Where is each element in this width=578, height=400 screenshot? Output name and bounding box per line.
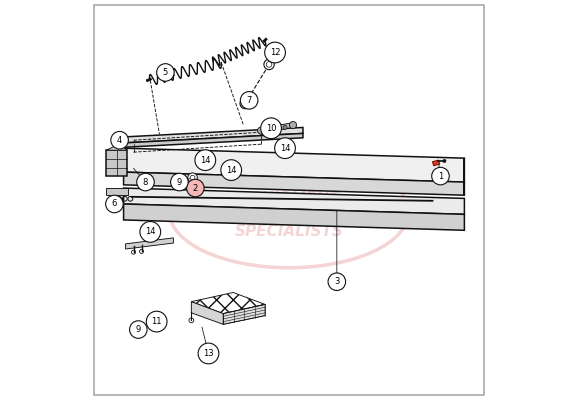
- Text: 5: 5: [163, 68, 168, 77]
- Circle shape: [240, 98, 250, 109]
- Circle shape: [106, 195, 123, 213]
- Text: 1: 1: [438, 172, 443, 180]
- Circle shape: [277, 127, 281, 131]
- Text: 14: 14: [226, 166, 236, 175]
- Circle shape: [221, 160, 242, 180]
- Polygon shape: [123, 134, 303, 147]
- Circle shape: [432, 167, 449, 185]
- Text: 14: 14: [200, 156, 210, 165]
- Polygon shape: [106, 144, 127, 150]
- Polygon shape: [124, 204, 464, 230]
- Polygon shape: [124, 188, 464, 214]
- Polygon shape: [124, 172, 464, 195]
- Text: 9: 9: [177, 178, 182, 186]
- Polygon shape: [106, 150, 127, 176]
- Circle shape: [157, 64, 174, 81]
- Circle shape: [171, 173, 188, 191]
- Circle shape: [146, 311, 167, 332]
- Text: 7: 7: [246, 96, 252, 105]
- Text: 8: 8: [143, 178, 148, 186]
- Polygon shape: [106, 188, 128, 195]
- Circle shape: [187, 179, 204, 197]
- Circle shape: [261, 118, 281, 139]
- Circle shape: [140, 222, 161, 242]
- Text: 10: 10: [266, 124, 276, 133]
- Circle shape: [290, 122, 297, 129]
- Text: 3: 3: [334, 277, 339, 286]
- Circle shape: [264, 59, 274, 70]
- Polygon shape: [124, 148, 464, 182]
- Circle shape: [275, 138, 295, 158]
- Circle shape: [111, 132, 128, 149]
- Circle shape: [240, 92, 258, 109]
- Text: 9: 9: [136, 325, 141, 334]
- Polygon shape: [191, 302, 223, 324]
- Circle shape: [195, 150, 216, 170]
- Polygon shape: [223, 304, 265, 324]
- Text: 13: 13: [203, 349, 214, 358]
- Ellipse shape: [432, 176, 440, 179]
- Circle shape: [137, 173, 154, 191]
- Polygon shape: [125, 238, 173, 249]
- Text: EQUIPMENT: EQUIPMENT: [239, 190, 339, 206]
- Circle shape: [328, 273, 346, 290]
- Circle shape: [258, 127, 265, 134]
- Text: INC.: INC.: [279, 211, 299, 220]
- Text: 4: 4: [117, 136, 122, 145]
- Text: 11: 11: [151, 317, 162, 326]
- Polygon shape: [432, 160, 440, 166]
- Polygon shape: [123, 128, 303, 143]
- Circle shape: [283, 126, 287, 130]
- Text: 14: 14: [280, 144, 290, 153]
- Circle shape: [443, 159, 446, 162]
- Text: 14: 14: [145, 227, 155, 236]
- Text: SPECIALISTS: SPECIALISTS: [235, 224, 343, 239]
- Polygon shape: [261, 123, 293, 133]
- Text: 2: 2: [192, 184, 198, 192]
- Circle shape: [265, 42, 286, 63]
- Text: 12: 12: [270, 48, 280, 57]
- Circle shape: [271, 128, 275, 132]
- Circle shape: [129, 321, 147, 338]
- Text: 6: 6: [112, 200, 117, 208]
- Circle shape: [188, 173, 197, 182]
- Circle shape: [198, 343, 219, 364]
